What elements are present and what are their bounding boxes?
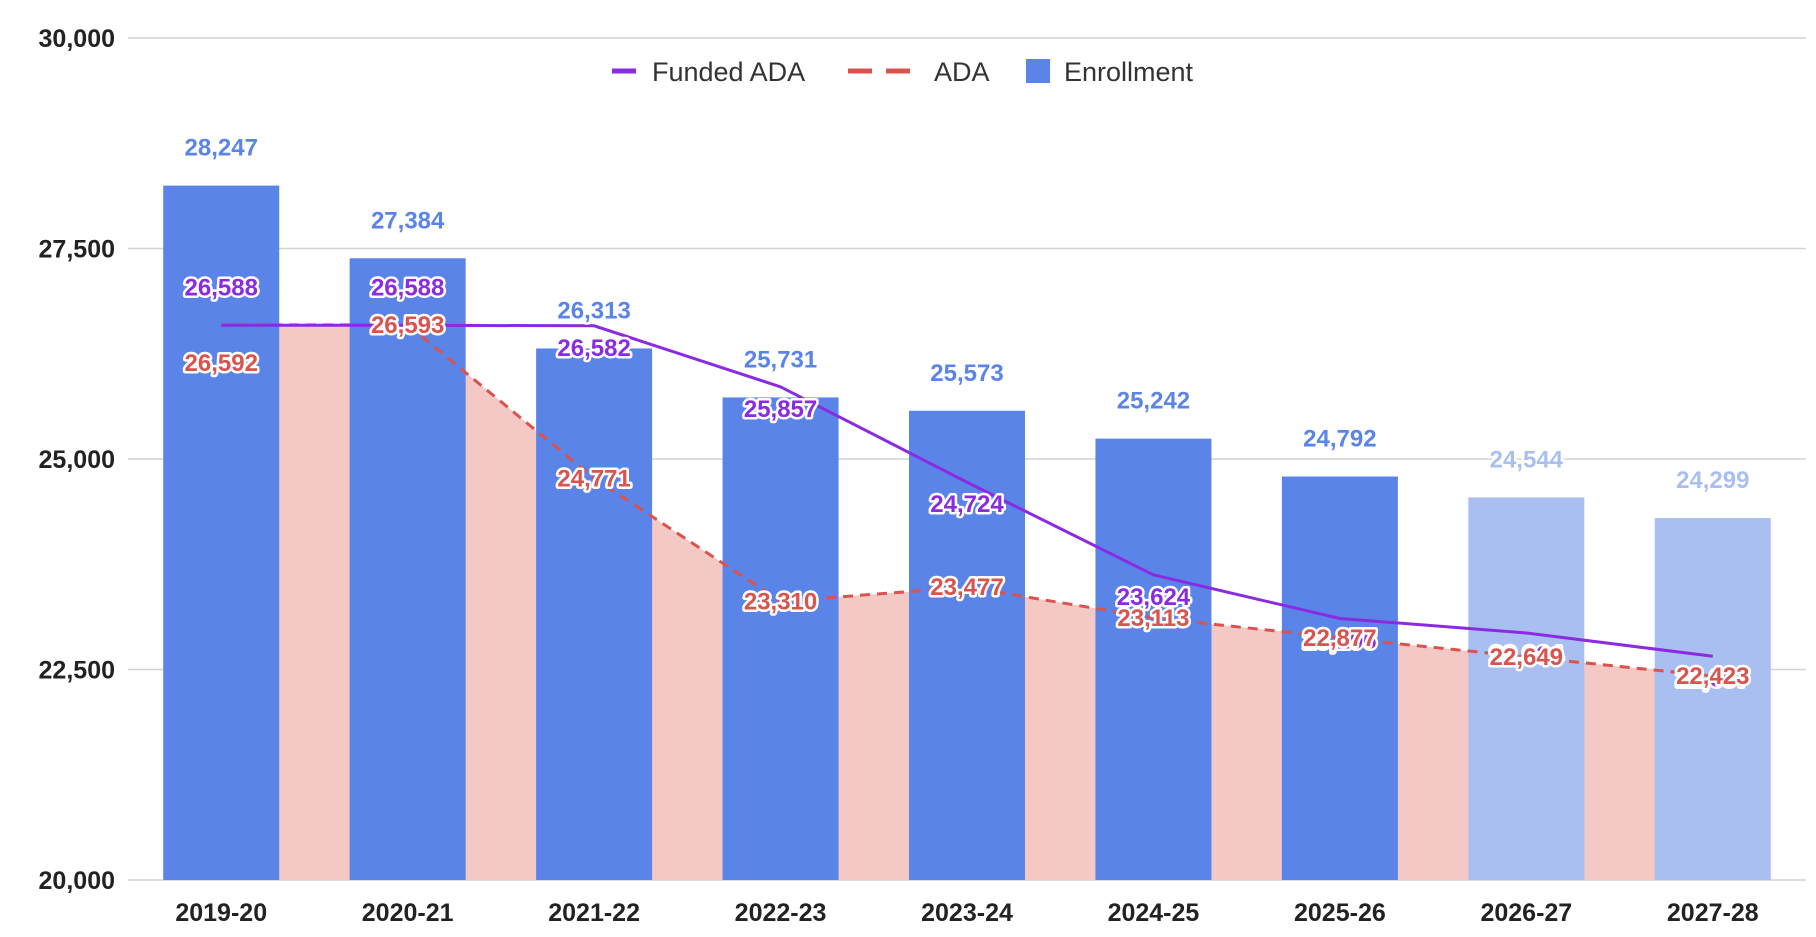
enrollment-data-label: 28,247: [185, 135, 258, 162]
ada-data-label: 23,477: [930, 574, 1003, 601]
ada-data-label: 24,771: [557, 465, 630, 492]
x-tick-label: 2025-26: [1294, 899, 1386, 927]
ada-data-label: 22,423: [1676, 663, 1749, 690]
funded-ada-data-label: 22,657: [1676, 665, 1749, 692]
funded-ada-line: [221, 323, 1713, 658]
data-labels: 28,247 27,384 26,313 25,731 25,573 25,242 24,7…: [182, 132, 1752, 695]
funded-ada-data-label: 23,624: [1117, 584, 1191, 611]
x-tick-label: 2026-27: [1480, 899, 1572, 927]
ada-line: [221, 323, 1713, 678]
funded-ada-data-label: 26,588: [185, 274, 258, 301]
x-axis: 2019-20 2020-21 2021-22 2022-23 2023-24 2024-…: [175, 899, 1758, 927]
ada-data-label: 22,877: [1303, 625, 1376, 652]
enrollment-bar: [349, 258, 466, 880]
enrollment-bar: [1654, 518, 1771, 880]
enrollment-bar: [1281, 476, 1398, 880]
enrollment-data-label: 25,242: [1117, 388, 1190, 415]
funded-ada-data-label: 23,106: [1303, 627, 1376, 654]
x-tick-label: 2027-28: [1667, 899, 1759, 927]
enrollment-bar: [909, 410, 1025, 880]
x-tick-label: 2020-21: [362, 899, 454, 927]
y-tick-label: 30,000: [39, 25, 115, 53]
legend-swatch-enrollment: [1026, 59, 1050, 83]
enrollment-data-label: 27,384: [371, 207, 445, 234]
x-tick-label: 2024-25: [1108, 899, 1200, 927]
legend-label-ada: ADA: [934, 57, 990, 87]
funded-ada-data-label: 26,582: [557, 335, 630, 362]
legend-label-enrollment: Enrollment: [1064, 57, 1194, 87]
enrollment-bar: [1095, 438, 1212, 880]
funded-ada-data-label: 25,857: [744, 396, 817, 423]
legend-label-funded-ada: Funded ADA: [652, 57, 805, 87]
series-lines: [221, 323, 1713, 678]
funded-ada-data-label: 26,588: [371, 274, 444, 301]
funded-ada-data-label: 24,724: [930, 491, 1004, 518]
enrollment-bar: [722, 397, 839, 880]
legend[interactable]: Funded ADA ADA Enrollment: [612, 57, 1194, 87]
ada-data-label: 26,593: [371, 312, 444, 339]
ada-data-label: 23,310: [744, 588, 817, 615]
y-axis: 20,000 22,500 25,000 27,500 30,000: [39, 25, 115, 895]
y-tick-label: 25,000: [39, 446, 115, 474]
enrollment-data-label: 26,313: [557, 297, 630, 324]
funded-ada-data-label: 22,934: [1490, 642, 1564, 669]
enrollment-data-label: 24,544: [1490, 446, 1564, 473]
enrollment-data-label: 24,299: [1676, 467, 1749, 494]
enrollment-bar: [1468, 497, 1585, 880]
x-tick-label: 2021-22: [548, 899, 640, 927]
ada-data-label: 23,113: [1117, 605, 1189, 632]
y-tick-label: 22,500: [39, 657, 115, 685]
enrollment-data-label: 25,731: [744, 346, 817, 373]
y-tick-label: 27,500: [39, 236, 115, 264]
x-tick-label: 2022-23: [735, 899, 827, 927]
ada-data-label: 26,592: [185, 350, 258, 377]
enrollment-bar: [536, 348, 653, 880]
ada-data-label: 22,649: [1490, 644, 1563, 671]
y-tick-label: 20,000: [39, 867, 115, 895]
enrollment-bar: [163, 185, 280, 880]
enrollment-data-label: 24,792: [1303, 426, 1376, 453]
x-tick-label: 2019-20: [175, 899, 267, 927]
enrollment-bars: [163, 185, 1771, 880]
x-tick-label: 2023-24: [921, 899, 1013, 927]
enrollment-data-label: 25,573: [930, 360, 1003, 387]
